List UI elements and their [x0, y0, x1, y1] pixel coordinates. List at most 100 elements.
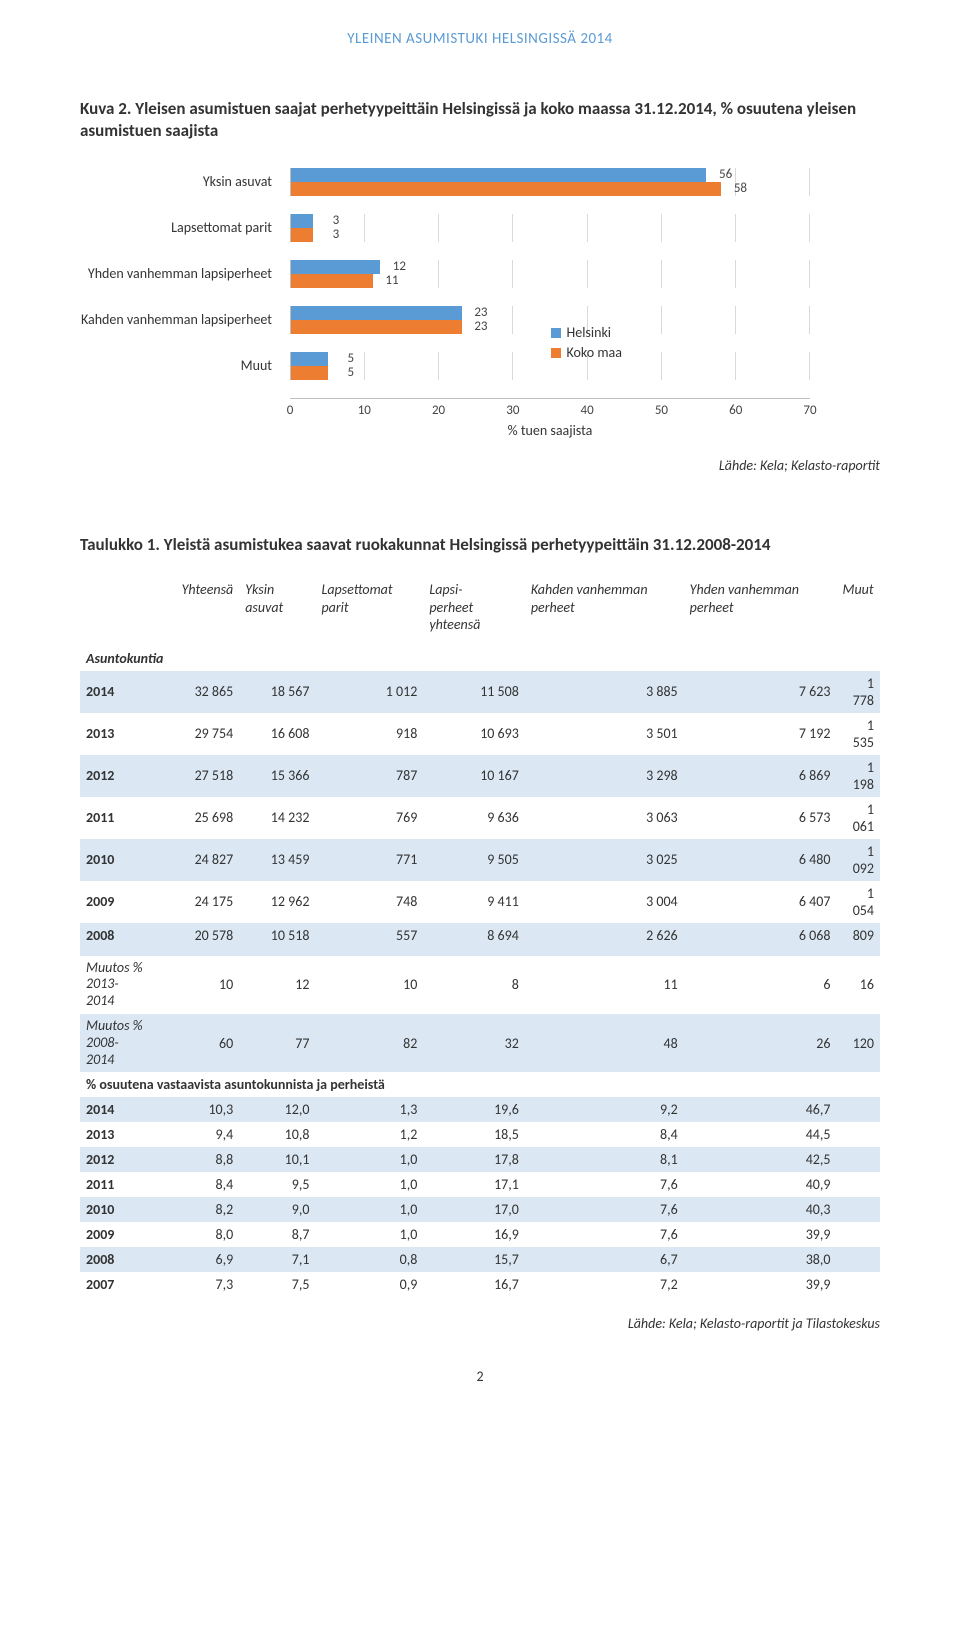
table-cell: 6 573 [684, 797, 837, 839]
category-label: Kahden vanhemman lapsiperheet [80, 312, 280, 328]
table-cell: 16,7 [423, 1272, 525, 1297]
table-cell: 6 480 [684, 839, 837, 881]
x-tick: 0 [287, 403, 294, 418]
table-cell: 8,2 [176, 1197, 240, 1222]
x-tick: 20 [432, 403, 445, 418]
table-cell: 10 [176, 956, 240, 1014]
legend-label: Koko maa [567, 344, 622, 361]
table-row: 201024 82713 4597719 5053 0256 4801 092 [80, 839, 880, 881]
table-cell: 6 869 [684, 755, 837, 797]
bars-track: 1211 [290, 260, 810, 288]
table-cell: 20 578 [176, 923, 240, 948]
table-cell: 32 865 [176, 671, 240, 713]
table-cell: 3 063 [525, 797, 684, 839]
chart-category-row: Yksin asuvat5658 [290, 168, 810, 196]
table-cell: 1 061 [836, 797, 880, 839]
table-cell: 44,5 [684, 1122, 837, 1147]
category-label: Yksin asuvat [80, 174, 280, 190]
table-cell [836, 1197, 880, 1222]
table-cell: 26 [684, 1014, 837, 1072]
x-tick: 60 [729, 403, 742, 418]
table-cell: 7,6 [525, 1197, 684, 1222]
x-axis-title: % tuen saajista [290, 422, 810, 439]
table-cell: 82 [315, 1014, 423, 1072]
table-cell: 12 962 [239, 881, 315, 923]
table-cell: 9 636 [423, 797, 525, 839]
legend-swatch [551, 328, 561, 338]
column-header: Yksin asuvat [239, 577, 315, 646]
bar-value-label: 11 [385, 273, 398, 288]
table-cell: 9,2 [525, 1097, 684, 1122]
table-cell: 16 [836, 956, 880, 1014]
table-cell: 8,1 [525, 1147, 684, 1172]
legend-swatch [551, 348, 561, 358]
table-cell: 7 192 [684, 713, 837, 755]
table-cell: 9 411 [423, 881, 525, 923]
table-row: Muutos % 2008-2014607782324826120 [80, 1014, 880, 1072]
figure-title: Kuva 2. Yleisen asumistuen saajat perhet… [80, 98, 880, 142]
bars-track: 5658 [290, 168, 810, 196]
table-cell: 10 518 [239, 923, 315, 948]
x-tick: 10 [358, 403, 371, 418]
document-header: YLEINEN ASUMISTUKI HELSINGISSÄ 2014 [80, 30, 880, 48]
table-cell: 38,0 [684, 1247, 837, 1272]
table-cell: 3 501 [525, 713, 684, 755]
table-cell: 8,0 [176, 1222, 240, 1247]
table-cell: 17,1 [423, 1172, 525, 1197]
table-cell: 9,4 [176, 1122, 240, 1147]
table-cell: 8 694 [423, 923, 525, 948]
bar-value-label: 12 [393, 259, 406, 274]
table-cell: 24 175 [176, 881, 240, 923]
table-cell: 2 626 [525, 923, 684, 948]
bar-value-label: 3 [333, 227, 340, 242]
bar-value-label: 56 [719, 167, 732, 182]
table-cell: 1,0 [315, 1172, 423, 1197]
column-header: Yhteensä [176, 577, 240, 646]
bar-value-label: 23 [474, 305, 487, 320]
column-header: Lapsettomat parit [315, 577, 423, 646]
table-cell: 40,3 [684, 1197, 837, 1222]
table-cell [836, 1247, 880, 1272]
table-cell: 27 518 [176, 755, 240, 797]
table-cell: 7,3 [176, 1272, 240, 1297]
table-cell [836, 1272, 880, 1297]
table-cell: 0,8 [315, 1247, 423, 1272]
table-cell: 918 [315, 713, 423, 755]
table-cell: Muutos % 2013-2014 [80, 956, 176, 1014]
bar-value-label: 58 [734, 181, 747, 196]
table-cell: 2009 [80, 1222, 176, 1247]
table-row: 200820 57810 5185578 6942 6266 068809 [80, 923, 880, 948]
table-cell: 2007 [80, 1272, 176, 1297]
table-cell: 3 298 [525, 755, 684, 797]
section-label: % osuutena vastaavista asuntokunnista ja… [80, 1072, 880, 1097]
table-cell: 2012 [80, 1147, 176, 1172]
bar-helsinki: 5 [291, 352, 328, 366]
table-cell: 7,1 [239, 1247, 315, 1272]
table-cell: 120 [836, 1014, 880, 1072]
table-cell: 10,8 [239, 1122, 315, 1147]
table-cell: 10 167 [423, 755, 525, 797]
table-cell: 12,0 [239, 1097, 315, 1122]
table-row: 20086,97,10,815,76,738,0 [80, 1247, 880, 1272]
table-cell [836, 1172, 880, 1197]
table-cell: 771 [315, 839, 423, 881]
bar-kokomaa: 11 [291, 274, 373, 288]
table-cell: 2014 [80, 1097, 176, 1122]
table-title: Taulukko 1. Yleistä asumistukea saavat r… [80, 534, 880, 555]
table-cell: 8,8 [176, 1147, 240, 1172]
table-cell: 17,8 [423, 1147, 525, 1172]
table-cell: 6 [684, 956, 837, 1014]
table-row: 200924 17512 9627489 4113 0046 4071 054 [80, 881, 880, 923]
bar-kokomaa: 3 [291, 228, 313, 242]
table-cell: 17,0 [423, 1197, 525, 1222]
table-cell: 1 054 [836, 881, 880, 923]
table-cell: 42,5 [684, 1147, 837, 1172]
table-cell: 6 407 [684, 881, 837, 923]
legend-item: Helsinki [551, 324, 622, 341]
x-tick: 30 [506, 403, 519, 418]
table-cell: 7 623 [684, 671, 837, 713]
table-cell: 2012 [80, 755, 176, 797]
table-cell: 14 232 [239, 797, 315, 839]
table-row: 201410,312,01,319,69,246,7 [80, 1097, 880, 1122]
chart-category-row: Lapsettomat parit33 [290, 214, 810, 242]
